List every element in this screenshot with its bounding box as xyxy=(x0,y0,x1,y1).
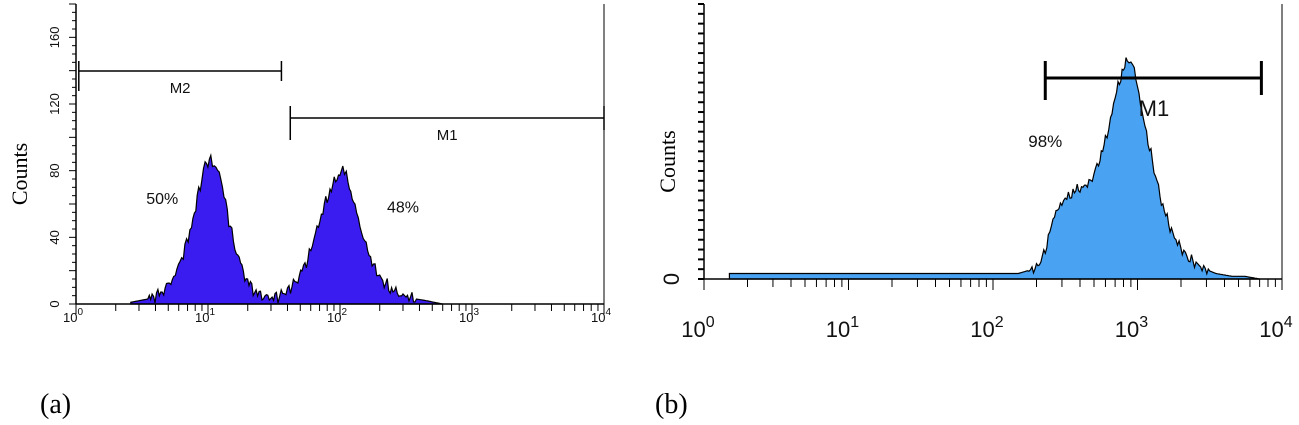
panel-label: (a) xyxy=(40,389,71,420)
x-tick-label: 100 xyxy=(681,314,714,342)
marker-label: M1 xyxy=(437,127,458,144)
x-tick-label: 104 xyxy=(1259,314,1292,342)
x-tick-label: 103 xyxy=(1115,314,1148,342)
marker-m2: M2 xyxy=(78,61,283,97)
panel-label: (b) xyxy=(655,389,688,420)
chart-panel-a: 0 40 80 120 160 100 101 102 103 104 Counts M2 M1 50% 4… xyxy=(7,3,611,420)
y-tick-label: 160 xyxy=(47,26,62,48)
histogram-area xyxy=(728,57,1260,280)
x-tick-label: 101 xyxy=(195,307,215,325)
y-axis-label: Counts xyxy=(655,130,680,192)
x-tick-label: 102 xyxy=(327,307,347,325)
x-tick-label: 100 xyxy=(63,307,83,325)
y-tick-label: 0 xyxy=(47,300,62,307)
x-tick-label: 102 xyxy=(970,314,1003,342)
x-tick-label: 103 xyxy=(459,307,479,325)
y-tick-label: 0 xyxy=(659,273,684,285)
y-tick-label: 80 xyxy=(47,163,62,177)
marker-label: M1 xyxy=(1139,96,1170,121)
marker-m1: M1 xyxy=(1043,61,1263,121)
marker-m1: M1 xyxy=(289,106,605,144)
x-tick-label: 104 xyxy=(591,307,611,325)
x-tick-label: 101 xyxy=(826,314,859,342)
y-axis-label: Counts xyxy=(7,143,32,205)
y-tick-label: 40 xyxy=(47,230,62,244)
percentage-annotation: 50% xyxy=(146,191,178,208)
marker-label: M2 xyxy=(170,80,191,97)
percentage-annotation: 48% xyxy=(387,199,419,216)
histogram-area xyxy=(130,153,443,305)
y-tick-label: 120 xyxy=(47,93,62,115)
percentage-annotation: 98% xyxy=(1028,132,1062,151)
chart-panel-b: 0 100 101 102 103 104 Counts M1 98% (b) xyxy=(655,3,1293,420)
